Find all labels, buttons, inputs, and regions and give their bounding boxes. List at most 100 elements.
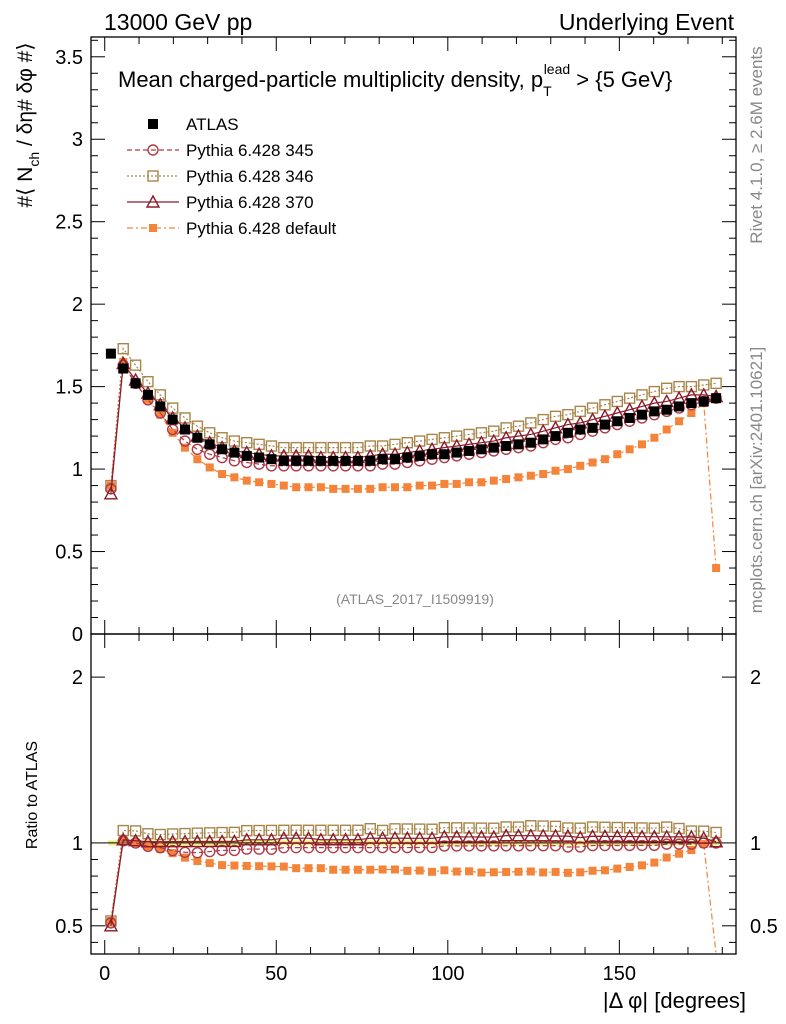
ratio-point <box>366 865 375 874</box>
y-tick-label: 1 <box>72 459 83 481</box>
ratio-point <box>387 830 403 844</box>
ratio-tick-label: 0.5 <box>55 916 83 938</box>
data-point <box>574 405 586 418</box>
ratio-point <box>536 828 551 842</box>
legend-item: Pythia 6.428 346 <box>127 167 314 186</box>
analysis-id: (ATLAS_2017_I1509919) <box>336 591 494 607</box>
ratio-point <box>131 838 140 847</box>
ratio-point <box>216 844 228 857</box>
y-axis-label-sub: ch <box>26 152 42 167</box>
y-tick-label: 3.5 <box>55 47 83 69</box>
data-point <box>612 416 623 427</box>
data-point <box>316 483 325 492</box>
ratio-point <box>363 830 378 844</box>
data-point <box>513 439 524 450</box>
ratio-point <box>276 830 291 844</box>
ratio-point <box>179 827 191 840</box>
ratio-point <box>488 840 500 852</box>
ratio-tick-label: 1 <box>72 833 83 855</box>
ratio-point <box>193 857 202 866</box>
data-point <box>117 342 129 355</box>
data-point <box>105 483 117 495</box>
data-point <box>550 431 561 442</box>
ratio-series-line <box>110 835 717 926</box>
ratio-point <box>650 858 659 867</box>
ratio-point <box>313 832 329 846</box>
ratio-point <box>636 822 648 834</box>
ratio-point <box>526 867 535 876</box>
ratio-y-axis-label: Ratio to ATLAS <box>24 741 41 849</box>
ratio-point <box>440 866 449 875</box>
ratio-point <box>599 821 611 833</box>
y-axis-label: #⟨ Nch / δη# δφ #⟩ <box>14 42 42 207</box>
x-tick-label: 50 <box>265 963 287 985</box>
series-0 <box>105 348 722 466</box>
ratio-point <box>551 867 560 876</box>
ratio-point <box>597 828 613 843</box>
legend-marker <box>149 224 157 232</box>
data-point <box>255 478 264 487</box>
chart-title-tail: > {5 GeV} <box>570 67 672 92</box>
ratio-point <box>142 828 154 840</box>
ratio-point <box>461 829 477 843</box>
data-point <box>637 440 646 449</box>
data-point <box>575 424 586 435</box>
ratio-point <box>477 868 486 877</box>
ratio-point <box>239 832 254 846</box>
ratio-point <box>156 844 165 853</box>
ratio-point <box>378 865 387 874</box>
ratio-point <box>339 824 352 836</box>
data-point <box>279 481 288 490</box>
ratio-point <box>586 821 599 833</box>
legend: ATLAS Pythia 6.428 345 Pythia 6.428 346 Pyt… <box>127 115 337 238</box>
data-point <box>402 452 413 463</box>
ratio-point <box>316 864 325 873</box>
ratio-point <box>610 829 625 843</box>
data-point <box>278 455 289 466</box>
data-point <box>502 474 511 483</box>
ratio-point <box>165 834 180 848</box>
ratio-point <box>228 826 241 839</box>
ratio-point <box>117 835 129 847</box>
ratio-point <box>424 830 440 845</box>
ratio-point <box>403 866 412 875</box>
ratio-point <box>449 829 464 843</box>
ratio-point <box>426 841 438 854</box>
ratio-point <box>685 825 698 837</box>
ratio-point <box>304 864 313 873</box>
data-point <box>242 476 251 485</box>
data-point <box>378 483 387 492</box>
data-point <box>551 466 560 475</box>
ratio-point <box>253 824 265 837</box>
legend-marker <box>148 119 158 129</box>
header-right: Underlying Event <box>559 9 735 35</box>
ratio-point <box>191 827 204 839</box>
ratio-point <box>400 830 415 844</box>
ratio-point <box>438 822 451 834</box>
data-point <box>539 470 548 479</box>
data-point <box>501 440 512 451</box>
ratio-point <box>625 862 634 871</box>
ratio-point <box>437 829 452 843</box>
y-tick-label: 3 <box>72 129 83 151</box>
data-point <box>403 483 412 492</box>
data-point <box>266 454 277 465</box>
ratio-point <box>128 833 143 847</box>
data-point <box>142 389 153 400</box>
legend-item: Pythia 6.428 370 <box>127 193 314 212</box>
y-axis-label-tail: / δη# δφ #⟩ <box>14 42 37 151</box>
data-point <box>229 447 240 458</box>
ratio-point <box>267 862 276 871</box>
ratio-panel-frame <box>90 633 737 955</box>
legend-marker <box>147 144 159 156</box>
ratio-point <box>675 849 684 858</box>
data-point <box>179 435 191 447</box>
ratio-point <box>585 828 600 842</box>
x-tick-label: 100 <box>431 963 464 985</box>
data-point <box>167 414 178 425</box>
series-4 <box>106 357 721 573</box>
ratio-point <box>352 824 364 836</box>
data-point <box>488 442 499 453</box>
legend-marker <box>147 170 159 182</box>
chart-title: Mean charged-particle multiplicity densi… <box>118 61 672 99</box>
